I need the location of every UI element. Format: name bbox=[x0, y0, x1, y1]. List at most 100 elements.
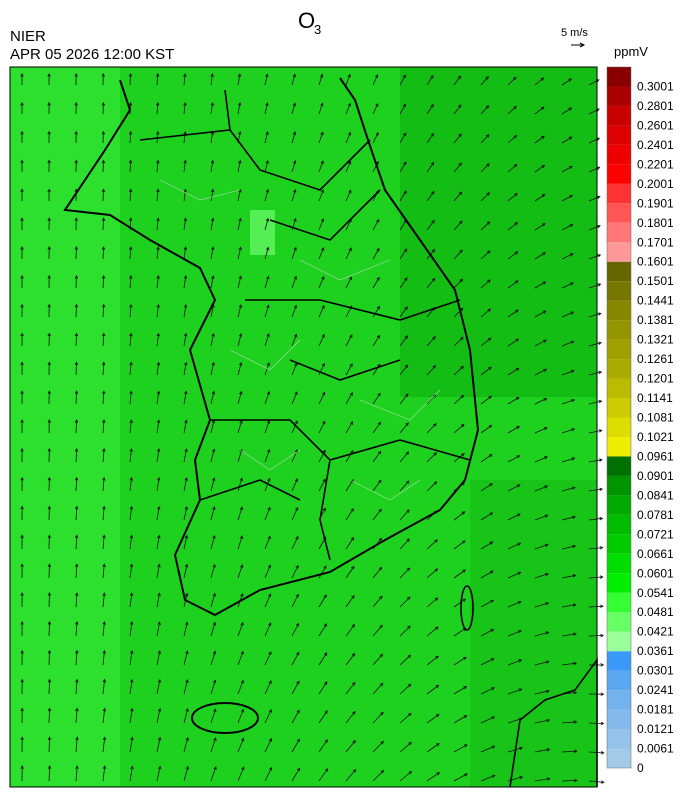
colorbar-box bbox=[607, 612, 631, 632]
wind-arrow bbox=[47, 765, 52, 782]
wind-arrow bbox=[210, 563, 216, 579]
wind-arrow bbox=[345, 421, 354, 434]
wind-arrow bbox=[561, 107, 573, 115]
wind-arrow bbox=[534, 572, 550, 579]
wind-arrow bbox=[534, 456, 549, 463]
wind-arrow bbox=[480, 163, 490, 173]
wind-arrow bbox=[101, 217, 106, 231]
wind-arrow bbox=[156, 765, 162, 782]
wind-arrow bbox=[318, 189, 324, 202]
wind-arrow bbox=[399, 480, 410, 492]
wind-arrow bbox=[237, 650, 244, 666]
wind-arrow bbox=[453, 394, 465, 405]
title-subscript: 3 bbox=[314, 22, 321, 37]
colorbar-label: 0.0121 bbox=[637, 722, 674, 736]
wind-arrow bbox=[183, 275, 188, 289]
wind-arrow bbox=[291, 709, 300, 724]
wind-arrow bbox=[318, 681, 328, 695]
wind-arrow bbox=[47, 361, 51, 376]
wind-arrow bbox=[372, 132, 379, 144]
wind-arrow bbox=[534, 77, 545, 86]
wind-arrow bbox=[561, 574, 577, 579]
wind-arrow bbox=[20, 476, 24, 492]
colorbar-label: 0.0061 bbox=[637, 742, 674, 756]
wind-arrow bbox=[480, 395, 492, 405]
wind-arrow bbox=[155, 101, 160, 115]
wind-arrow bbox=[345, 623, 355, 637]
wind-arrow bbox=[155, 73, 160, 86]
wind-arrow bbox=[74, 101, 78, 115]
wind-arrow bbox=[426, 539, 438, 550]
colorbar-unit: ppmV bbox=[614, 44, 648, 59]
wind-arrow bbox=[399, 422, 409, 434]
wind-arrow bbox=[480, 512, 494, 521]
wind-arrow bbox=[210, 102, 214, 115]
colorbar-label: 0.1141 bbox=[637, 391, 673, 405]
wind-arrow bbox=[183, 448, 188, 463]
wind-arrow bbox=[129, 736, 134, 753]
colorbar-label: 0.0841 bbox=[637, 488, 674, 502]
wind-arrow bbox=[47, 620, 52, 637]
wind-arrow bbox=[318, 768, 329, 782]
wind-arrow bbox=[20, 736, 24, 753]
wind-arrow bbox=[101, 188, 106, 202]
colorbar-box bbox=[607, 125, 631, 145]
wind-arrow bbox=[264, 304, 270, 318]
colorbar-label: 0 bbox=[637, 761, 644, 775]
wind-arrow bbox=[237, 564, 244, 579]
wind-arrow bbox=[47, 390, 51, 405]
colorbar-label: 0.0721 bbox=[637, 527, 674, 541]
wind-arrow bbox=[237, 737, 245, 753]
wind-arrow bbox=[507, 367, 520, 376]
wind-arrow bbox=[480, 658, 495, 666]
wind-arrow bbox=[318, 710, 328, 724]
wind-arrow bbox=[237, 275, 242, 289]
wind-arrow bbox=[345, 276, 352, 289]
wind-arrow bbox=[237, 477, 243, 492]
wind-arrow bbox=[534, 660, 550, 666]
wind-arrow bbox=[399, 509, 410, 521]
boundaries bbox=[139, 89, 471, 561]
wind-arrow bbox=[183, 679, 189, 695]
wind-arrow bbox=[291, 680, 300, 695]
wind-arrow bbox=[264, 131, 269, 144]
colorbar-box bbox=[607, 86, 631, 106]
colorbar-box bbox=[607, 320, 631, 340]
wind-arrow bbox=[129, 649, 134, 666]
wind-arrow bbox=[372, 218, 380, 231]
wind-arrow bbox=[372, 624, 383, 637]
wind-arrow bbox=[264, 506, 271, 521]
wind-arrow bbox=[102, 476, 106, 492]
wind-arrow bbox=[507, 455, 521, 463]
colorbar-label: 0.1441 bbox=[637, 294, 674, 308]
colorbar-box bbox=[607, 281, 631, 301]
wind-arrow bbox=[183, 707, 189, 724]
colorbar-box bbox=[607, 300, 631, 321]
wind-arrow bbox=[480, 599, 495, 608]
wind-arrow bbox=[264, 593, 272, 608]
wind-arrow bbox=[210, 506, 216, 521]
wind-arrow bbox=[345, 594, 355, 608]
wind-arrow bbox=[156, 303, 160, 318]
wind-arrow bbox=[210, 390, 215, 405]
wind-arrow bbox=[507, 105, 517, 115]
wind-arrow bbox=[534, 368, 548, 376]
wind-arrow bbox=[345, 507, 354, 521]
wind-arrow bbox=[129, 563, 134, 579]
vector-scale-arrow bbox=[571, 42, 586, 48]
colorbar-box bbox=[607, 242, 631, 262]
wind-arrow bbox=[453, 220, 463, 231]
wind-arrow bbox=[453, 191, 463, 202]
wind-arrow bbox=[399, 451, 410, 463]
wind-arrow bbox=[480, 105, 490, 115]
wind-arrow bbox=[561, 632, 577, 637]
wind-arrow bbox=[588, 195, 601, 202]
wind-arrow bbox=[534, 602, 550, 608]
wind-arrow bbox=[129, 419, 133, 434]
wind-arrow bbox=[399, 712, 412, 724]
colorbar-label: 0.1901 bbox=[637, 196, 674, 210]
wind-arrow bbox=[291, 767, 301, 782]
wind-arrow bbox=[47, 101, 51, 115]
wind-arrow bbox=[453, 773, 468, 782]
